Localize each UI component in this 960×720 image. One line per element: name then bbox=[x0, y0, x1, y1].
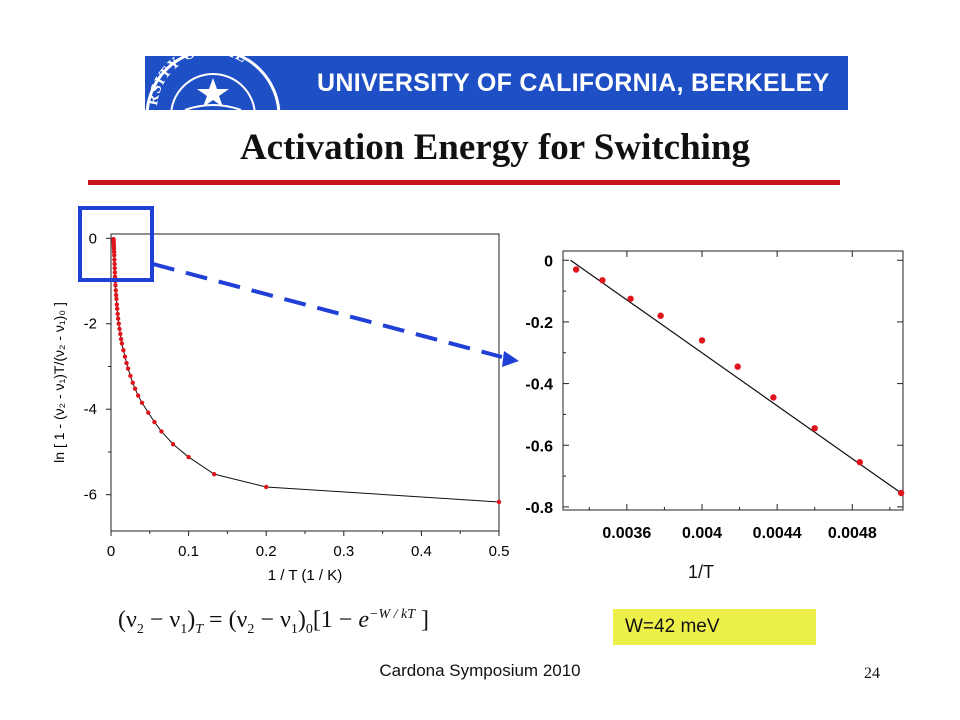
y-tick-label: -0.8 bbox=[525, 500, 553, 517]
y-tick-label: -6 bbox=[84, 487, 97, 504]
data-point bbox=[115, 306, 120, 311]
data-point bbox=[113, 283, 118, 288]
activation-energy-callout: W=42 meV bbox=[613, 609, 816, 645]
data-point bbox=[170, 442, 176, 447]
switching-equation: (ν2 − ν1)T = (ν2 − ν1)0[1 − e−W / kT ] bbox=[118, 607, 430, 637]
data-point bbox=[115, 316, 121, 321]
zoom-region-box bbox=[78, 206, 154, 282]
x-tick-label: 0.5 bbox=[489, 543, 510, 560]
x-tick-label: 0.0048 bbox=[828, 525, 877, 542]
data-line bbox=[113, 239, 500, 503]
x-tick-label: 0.0044 bbox=[753, 525, 802, 542]
title-underline bbox=[88, 180, 840, 185]
data-point bbox=[125, 366, 131, 371]
data-point bbox=[121, 348, 126, 353]
data-point bbox=[657, 312, 664, 319]
x-tick-label: 0.004 bbox=[682, 525, 722, 542]
x-tick-label: 0.4 bbox=[411, 543, 432, 560]
data-point bbox=[734, 363, 741, 370]
data-point bbox=[770, 394, 777, 401]
data-point bbox=[159, 429, 164, 434]
zoom-arrowhead bbox=[502, 351, 519, 367]
data-point bbox=[496, 499, 502, 505]
data-point bbox=[212, 471, 217, 477]
data-point bbox=[599, 277, 606, 284]
data-point bbox=[112, 261, 117, 267]
data-point bbox=[113, 288, 119, 293]
data-point bbox=[111, 249, 117, 255]
data-point bbox=[186, 454, 191, 460]
y-tick-label: -0.2 bbox=[525, 315, 553, 332]
y-tick-label: -4 bbox=[84, 401, 97, 418]
y-axis-label: ln [ 1 - (ν₂ - ν₁)T/(ν₂ - ν₁)₀ ] bbox=[51, 302, 67, 463]
banner-title: UNIVERSITY OF CALIFORNIA, BERKELEY bbox=[317, 69, 830, 97]
data-point bbox=[112, 253, 117, 258]
footer-text: Cardona Symposium 2010 bbox=[379, 661, 581, 680]
y-tick-label: 0 bbox=[544, 253, 553, 270]
data-point bbox=[113, 292, 119, 298]
x-tick-label: 0 bbox=[107, 543, 115, 560]
data-point bbox=[114, 296, 119, 302]
y-tick-label: -0.4 bbox=[525, 377, 553, 394]
data-point bbox=[856, 459, 863, 466]
zoom-chart-xlabel: 1/T bbox=[688, 562, 715, 582]
y-tick-label: 0 bbox=[89, 230, 97, 247]
data-point bbox=[112, 257, 117, 262]
page-number: 24 bbox=[864, 665, 880, 682]
data-point bbox=[698, 337, 706, 344]
data-point bbox=[132, 386, 138, 391]
x-axis-label: 1 / T (1 / K) bbox=[268, 567, 342, 584]
data-point bbox=[130, 380, 135, 385]
data-point bbox=[135, 393, 141, 398]
data-point bbox=[115, 311, 120, 317]
data-point bbox=[119, 341, 125, 346]
plot-frame bbox=[562, 250, 904, 511]
data-point bbox=[627, 295, 634, 302]
zoom-dashed-connector bbox=[152, 262, 503, 359]
data-point bbox=[811, 425, 818, 432]
activation-energy-value: W=42 meV bbox=[625, 616, 720, 637]
data-point bbox=[897, 489, 905, 497]
y-tick-label: -2 bbox=[84, 316, 97, 333]
university-banner: RSITY OF CAL UNIVERSITY OF CALIFORNIA, B… bbox=[145, 56, 848, 110]
data-point bbox=[152, 419, 157, 425]
plot-frame bbox=[110, 233, 500, 532]
zoom-chart: 0.0036 0.004 0.0044 0.0048 0 -0.2 -0.4 -0.6 -0.8 bbox=[525, 250, 905, 542]
x-tick-label: 0.1 bbox=[178, 543, 199, 560]
data-point bbox=[118, 336, 124, 342]
data-point bbox=[112, 274, 118, 279]
data-point bbox=[264, 484, 269, 490]
x-tick-label: 0.3 bbox=[333, 543, 354, 560]
x-tick-label: 0.0036 bbox=[602, 525, 651, 542]
y-tick-label: -0.6 bbox=[525, 438, 553, 455]
data-point bbox=[118, 331, 123, 337]
university-seal-logo: RSITY OF CAL bbox=[145, 56, 281, 110]
data-point bbox=[112, 265, 117, 271]
main-chart: 0 0.1 0.2 0.3 0.4 0.5 0 -2 -4 -6 1 / T (1 / K) ln [… bbox=[51, 230, 509, 584]
data-point bbox=[128, 373, 133, 379]
data-point bbox=[112, 270, 118, 275]
data-point bbox=[139, 400, 145, 405]
data-point bbox=[114, 302, 120, 307]
data-point bbox=[572, 266, 580, 273]
x-tick-label: 0.2 bbox=[256, 543, 277, 560]
slide-title: Activation Energy for Switching bbox=[239, 127, 751, 168]
data-point bbox=[124, 360, 129, 366]
fit-line bbox=[570, 259, 902, 494]
data-point bbox=[146, 410, 151, 415]
data-point bbox=[116, 321, 121, 326]
data-point bbox=[122, 354, 128, 359]
data-point bbox=[117, 326, 122, 332]
